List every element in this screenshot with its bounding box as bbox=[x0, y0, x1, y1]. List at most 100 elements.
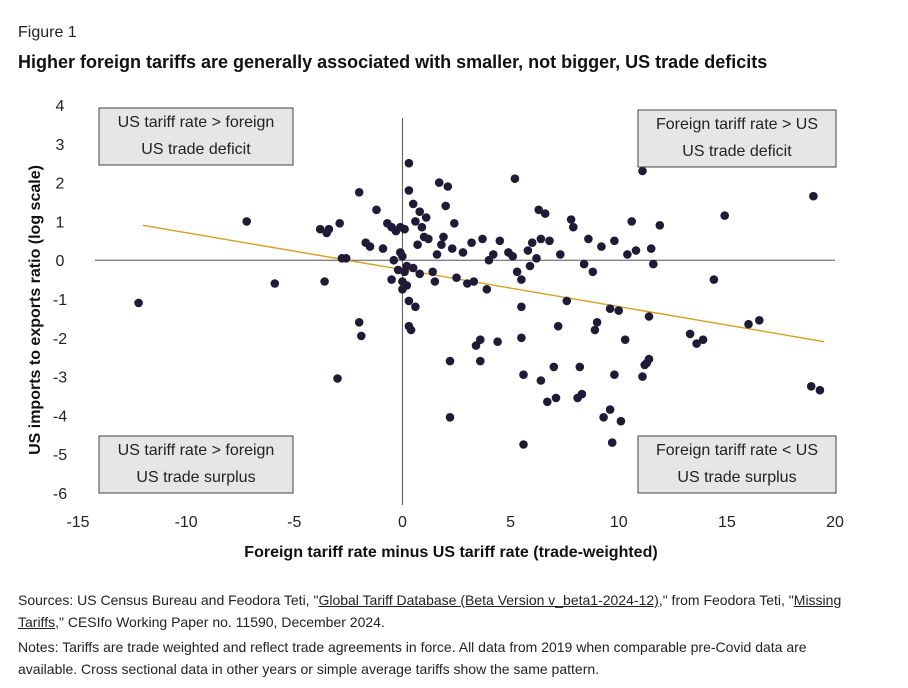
y-tick-label: 4 bbox=[56, 98, 65, 115]
data-point bbox=[437, 240, 446, 249]
data-point bbox=[443, 182, 453, 191]
data-point bbox=[447, 244, 457, 253]
data-point bbox=[408, 199, 418, 209]
data-point bbox=[517, 302, 526, 312]
y-axis-title: US imports to exports ratio (log scale) bbox=[27, 165, 44, 455]
data-point bbox=[543, 397, 552, 407]
data-point bbox=[638, 372, 647, 381]
data-point bbox=[134, 298, 143, 308]
quadrant-box-bg bbox=[98, 435, 294, 494]
data-point bbox=[495, 236, 505, 246]
y-tick-label: -1 bbox=[53, 292, 67, 309]
data-point bbox=[493, 337, 502, 347]
data-point bbox=[631, 246, 641, 255]
data-point bbox=[404, 296, 414, 306]
quadrant-labels-group: US tariff rate > foreign US trade deficit… bbox=[98, 107, 837, 494]
data-point bbox=[421, 213, 431, 222]
quadrant-label-line: US trade surplus bbox=[136, 469, 255, 486]
data-point bbox=[357, 331, 366, 341]
data-point bbox=[452, 273, 461, 283]
data-point bbox=[549, 362, 559, 372]
data-point bbox=[378, 244, 388, 253]
x-tick-label: 20 bbox=[826, 514, 844, 531]
scatter-chart: US tariff rate > foreign US trade deficit… bbox=[27, 98, 844, 561]
data-point bbox=[638, 166, 647, 176]
data-point bbox=[365, 242, 375, 251]
data-point bbox=[623, 250, 632, 259]
data-point bbox=[439, 232, 448, 242]
data-point bbox=[590, 325, 600, 335]
data-point bbox=[387, 275, 396, 284]
data-point bbox=[445, 356, 455, 366]
sources-prefix: Sources: US Census Bureau and Feodora Te… bbox=[18, 592, 319, 608]
data-point bbox=[411, 217, 420, 226]
data-point bbox=[508, 251, 517, 261]
data-point bbox=[627, 217, 636, 226]
data-point bbox=[532, 253, 541, 263]
data-point bbox=[815, 385, 825, 395]
data-point bbox=[525, 261, 535, 271]
data-point bbox=[519, 440, 528, 449]
points-group bbox=[134, 158, 825, 449]
data-point bbox=[556, 250, 565, 259]
data-point bbox=[469, 277, 479, 286]
data-point bbox=[458, 248, 468, 257]
data-point bbox=[540, 209, 550, 218]
data-point bbox=[424, 234, 433, 244]
data-point bbox=[471, 341, 481, 350]
data-point bbox=[685, 329, 695, 339]
data-point bbox=[605, 304, 615, 314]
data-point bbox=[270, 279, 280, 288]
data-point bbox=[467, 238, 476, 247]
sources-mid: ," from Feodora Teti, " bbox=[658, 592, 794, 608]
data-point bbox=[523, 246, 533, 255]
data-point bbox=[607, 438, 617, 447]
data-point bbox=[398, 251, 407, 261]
trendline-group bbox=[142, 224, 825, 343]
data-point bbox=[536, 376, 546, 385]
data-point bbox=[644, 312, 654, 321]
data-point bbox=[616, 416, 626, 426]
data-point bbox=[354, 318, 364, 327]
sources-note: Sources: US Census Bureau and Feodora Te… bbox=[18, 589, 858, 633]
data-point bbox=[408, 263, 418, 273]
data-point bbox=[605, 405, 615, 414]
data-point bbox=[417, 222, 427, 232]
data-point bbox=[577, 389, 587, 399]
data-point bbox=[335, 219, 345, 228]
quadrant-box-bottom-right: Foreign tariff rate < US US trade surplus bbox=[637, 435, 837, 494]
data-point bbox=[402, 281, 412, 290]
data-point bbox=[519, 370, 528, 380]
data-point bbox=[620, 335, 630, 345]
data-point bbox=[463, 279, 472, 288]
quadrant-box-bottom-left: US tariff rate > foreign US trade surplus bbox=[98, 435, 294, 494]
data-point bbox=[430, 277, 440, 286]
data-point bbox=[649, 259, 658, 269]
data-point bbox=[644, 354, 654, 364]
data-point bbox=[354, 188, 364, 197]
data-point bbox=[709, 275, 719, 284]
y-tick-label: -4 bbox=[53, 408, 67, 425]
data-point bbox=[720, 211, 729, 220]
data-point bbox=[584, 234, 593, 244]
data-point bbox=[476, 335, 485, 345]
data-point bbox=[599, 413, 608, 422]
data-point bbox=[406, 325, 416, 335]
missing-tariffs-link[interactable]: Missing Tariffs bbox=[18, 592, 842, 630]
data-point bbox=[441, 201, 451, 211]
data-point bbox=[478, 234, 487, 244]
data-point bbox=[315, 224, 325, 234]
y-tick-label: 1 bbox=[56, 214, 65, 231]
x-tick-label: 0 bbox=[398, 514, 407, 531]
quadrant-label-line: US trade deficit bbox=[141, 141, 251, 158]
data-point bbox=[610, 236, 619, 246]
data-point bbox=[489, 250, 498, 259]
global-tariff-database-link[interactable]: Global Tariff Database (Beta Version v_b… bbox=[318, 592, 659, 608]
data-point bbox=[588, 267, 598, 277]
quadrant-box-bg bbox=[98, 107, 294, 166]
figure-label: Figure 1 bbox=[18, 24, 77, 41]
data-point bbox=[569, 222, 578, 232]
data-point bbox=[434, 178, 444, 187]
data-point bbox=[566, 215, 576, 224]
data-point bbox=[575, 362, 585, 372]
